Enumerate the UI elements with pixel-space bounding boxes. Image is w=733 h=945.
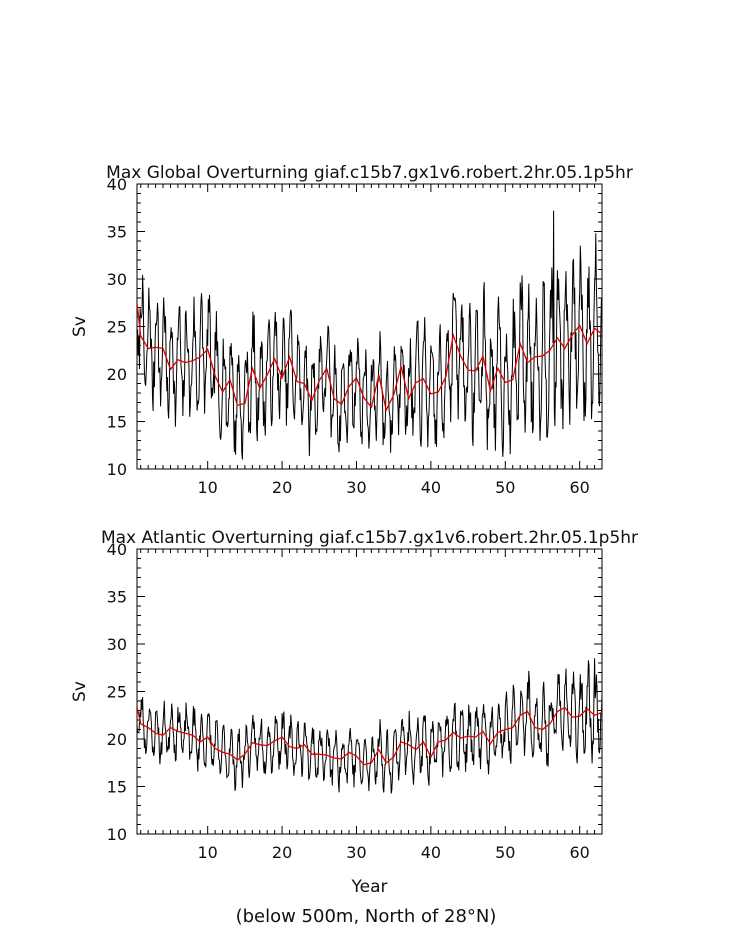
x-tick-label: 60 <box>570 478 590 497</box>
monthly-series-line <box>137 210 602 460</box>
y-tick-label: 20 <box>107 365 127 384</box>
y-tick-label: 10 <box>107 825 127 844</box>
plot-frame <box>136 548 603 835</box>
x-tick-label: 40 <box>421 478 441 497</box>
y-tick-label: 30 <box>107 635 127 654</box>
x-tick-label: 30 <box>346 843 366 862</box>
x-tick-label: 10 <box>198 478 218 497</box>
y-tick-label: 20 <box>107 730 127 749</box>
x-tick-label: 50 <box>495 478 515 497</box>
y-tick-label: 35 <box>107 223 127 242</box>
x-tick-label: 20 <box>272 478 292 497</box>
atlantic-overturning-chart: 10 15 20 25 30 35 40 10 20 30 40 50 60 Max Atlantic O… <box>70 528 638 897</box>
y-tick-label: 15 <box>107 778 127 797</box>
chart-title: Max Atlantic Overturning giaf.c15b7.gx1v… <box>101 528 638 548</box>
y-tick-label: 10 <box>107 460 127 479</box>
annual-mean-series-line <box>137 302 602 413</box>
y-tick-label: 25 <box>107 318 127 337</box>
footnote-label: (below 500m, North of 28°N) <box>236 906 497 927</box>
chart-title: Max Global Overturning giaf.c15b7.gx1v6.… <box>106 163 633 183</box>
x-axis-label: Year <box>351 877 388 897</box>
x-tick-label: 40 <box>421 843 441 862</box>
y-axis-label: Sv <box>70 316 90 337</box>
y-tick-label: 40 <box>107 540 127 559</box>
x-tick-label: 10 <box>198 843 218 862</box>
y-tick-label: 15 <box>107 413 127 432</box>
x-tick-label: 60 <box>570 843 590 862</box>
monthly-series-line <box>137 658 602 794</box>
global-overturning-chart: 10 15 20 25 30 35 40 10 20 30 40 50 60 Max Global Ove… <box>70 163 633 497</box>
y-axis-label: Sv <box>70 681 90 702</box>
annual-mean-series-line <box>137 706 602 766</box>
x-tick-label: 20 <box>272 843 292 862</box>
x-tick-label: 30 <box>346 478 366 497</box>
y-tick-label: 25 <box>107 683 127 702</box>
y-tick-label: 40 <box>107 175 127 194</box>
y-tick-label: 35 <box>107 588 127 607</box>
x-tick-label: 50 <box>495 843 515 862</box>
y-tick-label: 30 <box>107 270 127 289</box>
